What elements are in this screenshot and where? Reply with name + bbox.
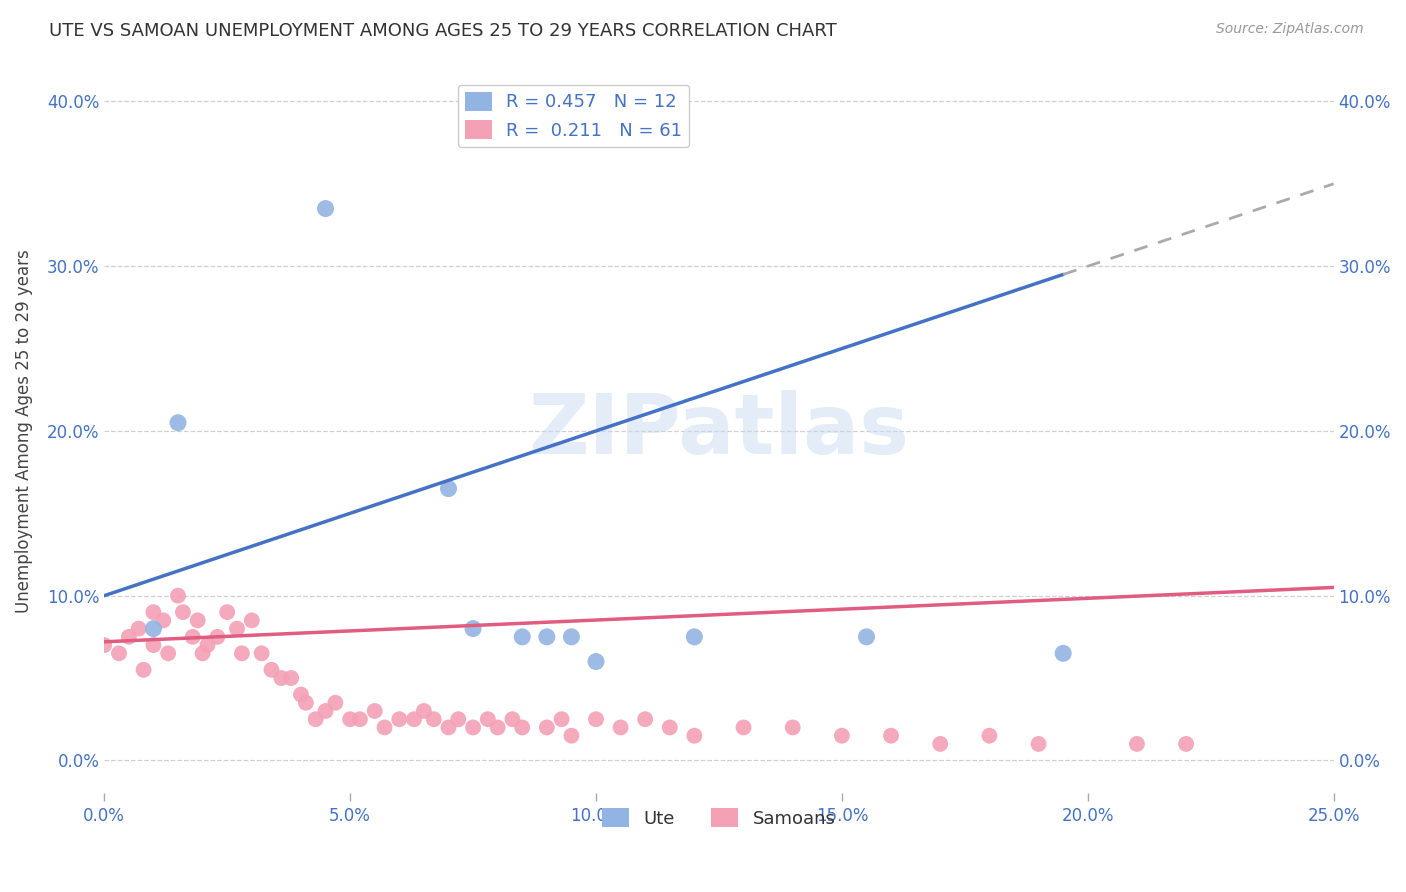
Point [142,622,165,636]
Point [315,202,337,216]
Point [560,630,582,644]
Point [157,646,180,660]
Legend: Ute, Samoans: Ute, Samoans [595,801,842,835]
Point [374,721,396,735]
Point [402,712,425,726]
Point [132,663,155,677]
Point [197,638,219,652]
Point [461,622,484,636]
Point [1126,737,1149,751]
Point [142,605,165,619]
Point [880,729,903,743]
Point [486,721,509,735]
Point [422,712,444,726]
Point [315,704,337,718]
Point [231,646,253,660]
Text: UTE VS SAMOAN UNEMPLOYMENT AMONG AGES 25 TO 29 YEARS CORRELATION CHART: UTE VS SAMOAN UNEMPLOYMENT AMONG AGES 25… [49,22,837,40]
Point [1175,737,1198,751]
Point [634,712,657,726]
Point [477,712,499,726]
Point [510,630,533,644]
Point [501,712,523,726]
Point [187,613,209,627]
Point [733,721,755,735]
Point [167,589,190,603]
Point [609,721,631,735]
Point [290,688,312,702]
Point [364,704,387,718]
Point [172,605,194,619]
Point [349,712,371,726]
Point [93,638,115,652]
Point [260,663,283,677]
Point [1052,646,1074,660]
Point [325,696,347,710]
Point [295,696,318,710]
Point [510,721,533,735]
Point [437,721,460,735]
Point [142,638,165,652]
Point [585,712,607,726]
Point [181,630,204,644]
Point [831,729,853,743]
Point [447,712,470,726]
Point [560,729,582,743]
Point [683,729,706,743]
Point [437,482,460,496]
Point [536,630,558,644]
Point [305,712,328,726]
Point [550,712,572,726]
Point [240,613,263,627]
Point [118,630,141,644]
Point [152,613,174,627]
Point [782,721,804,735]
Text: Source: ZipAtlas.com: Source: ZipAtlas.com [1216,22,1364,37]
Point [461,721,484,735]
Point [108,646,131,660]
Point [270,671,292,685]
Text: ZIPatlas: ZIPatlas [529,391,910,472]
Point [339,712,361,726]
Point [929,737,952,751]
Point [207,630,229,644]
Point [128,622,150,636]
Point [683,630,706,644]
Point [167,416,190,430]
Point [855,630,877,644]
Point [412,704,434,718]
Point [536,721,558,735]
Point [280,671,302,685]
Point [979,729,1001,743]
Point [191,646,214,660]
Point [585,655,607,669]
Y-axis label: Unemployment Among Ages 25 to 29 years: Unemployment Among Ages 25 to 29 years [15,249,32,613]
Point [250,646,273,660]
Point [1028,737,1050,751]
Point [658,721,681,735]
Point [388,712,411,726]
Point [217,605,239,619]
Point [226,622,249,636]
